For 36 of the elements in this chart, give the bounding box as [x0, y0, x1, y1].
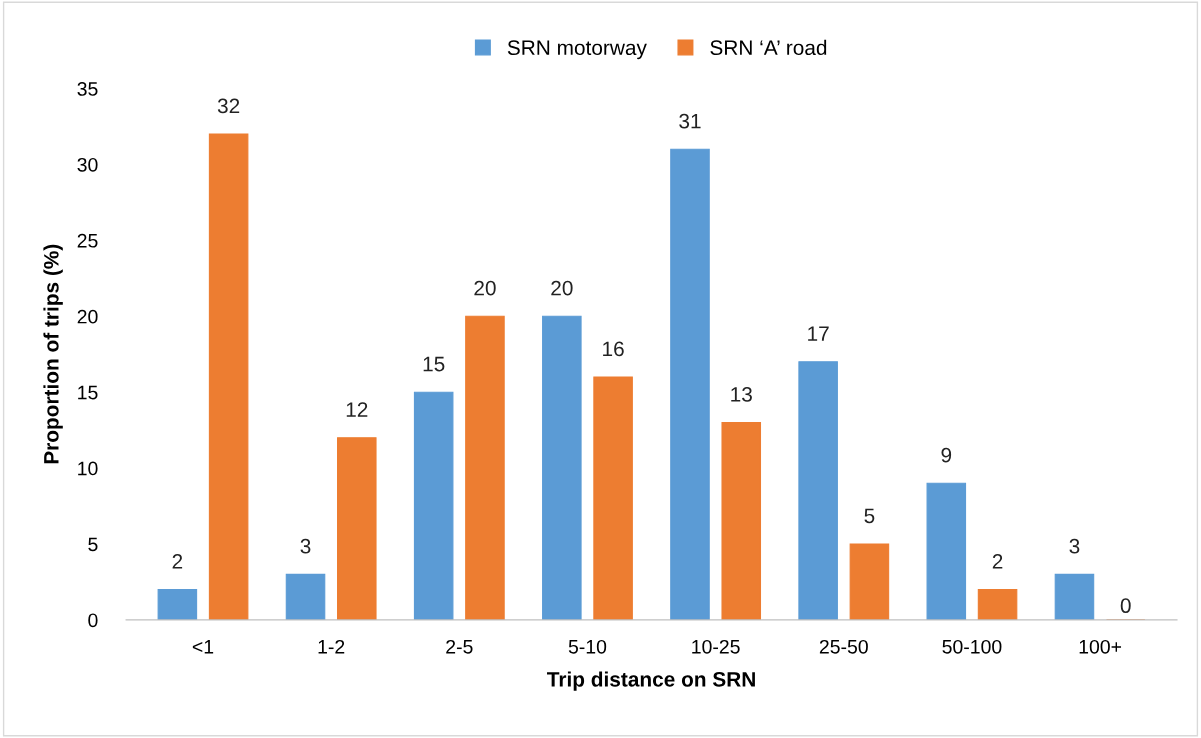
data-label: 2: [992, 554, 1003, 569]
x-axis-title: Trip distance on SRN: [547, 671, 755, 691]
y-tick-label: 30: [77, 157, 98, 172]
data-label: 9: [941, 447, 952, 463]
data-label: 2: [172, 554, 183, 569]
data-label: 5: [864, 508, 875, 524]
y-axis-title: Proportion of trips (%): [43, 244, 63, 464]
y-tick-label: 15: [78, 385, 98, 400]
legend-label: SRN motorway: [507, 40, 647, 60]
x-tick-label: 2-5: [446, 639, 473, 654]
data-label: 20: [474, 280, 496, 296]
y-tick-label: 10: [78, 461, 98, 476]
x-tick-label: 10-25: [692, 639, 740, 654]
y-tick-label: 0: [88, 613, 98, 628]
x-tick-label: 100+: [1079, 639, 1122, 654]
x-tick-label: 5-10: [568, 639, 607, 654]
data-label: 17: [808, 326, 829, 341]
data-label: 0: [1120, 598, 1131, 614]
data-label: 3: [1069, 538, 1080, 554]
y-tick-label: 20: [77, 309, 98, 324]
legend-label: SRN ‘A’ road: [710, 39, 827, 56]
data-label: 32: [217, 98, 240, 114]
x-tick-label: 25-50: [819, 639, 868, 654]
data-label: 3: [300, 538, 311, 554]
data-label: 13: [731, 387, 752, 402]
y-tick-label: 25: [77, 233, 98, 248]
x-tick-label: 1-2: [318, 639, 345, 654]
y-tick-label: 35: [77, 82, 98, 96]
y-tick-label: 5: [88, 537, 98, 552]
x-tick-label: <1: [192, 640, 214, 654]
data-label: 31: [679, 113, 701, 129]
data-label: 12: [346, 402, 368, 417]
data-label: 20: [551, 280, 573, 296]
x-tick-label: 50-100: [942, 639, 1002, 654]
data-label: 16: [603, 341, 624, 357]
data-label: 15: [423, 356, 445, 372]
